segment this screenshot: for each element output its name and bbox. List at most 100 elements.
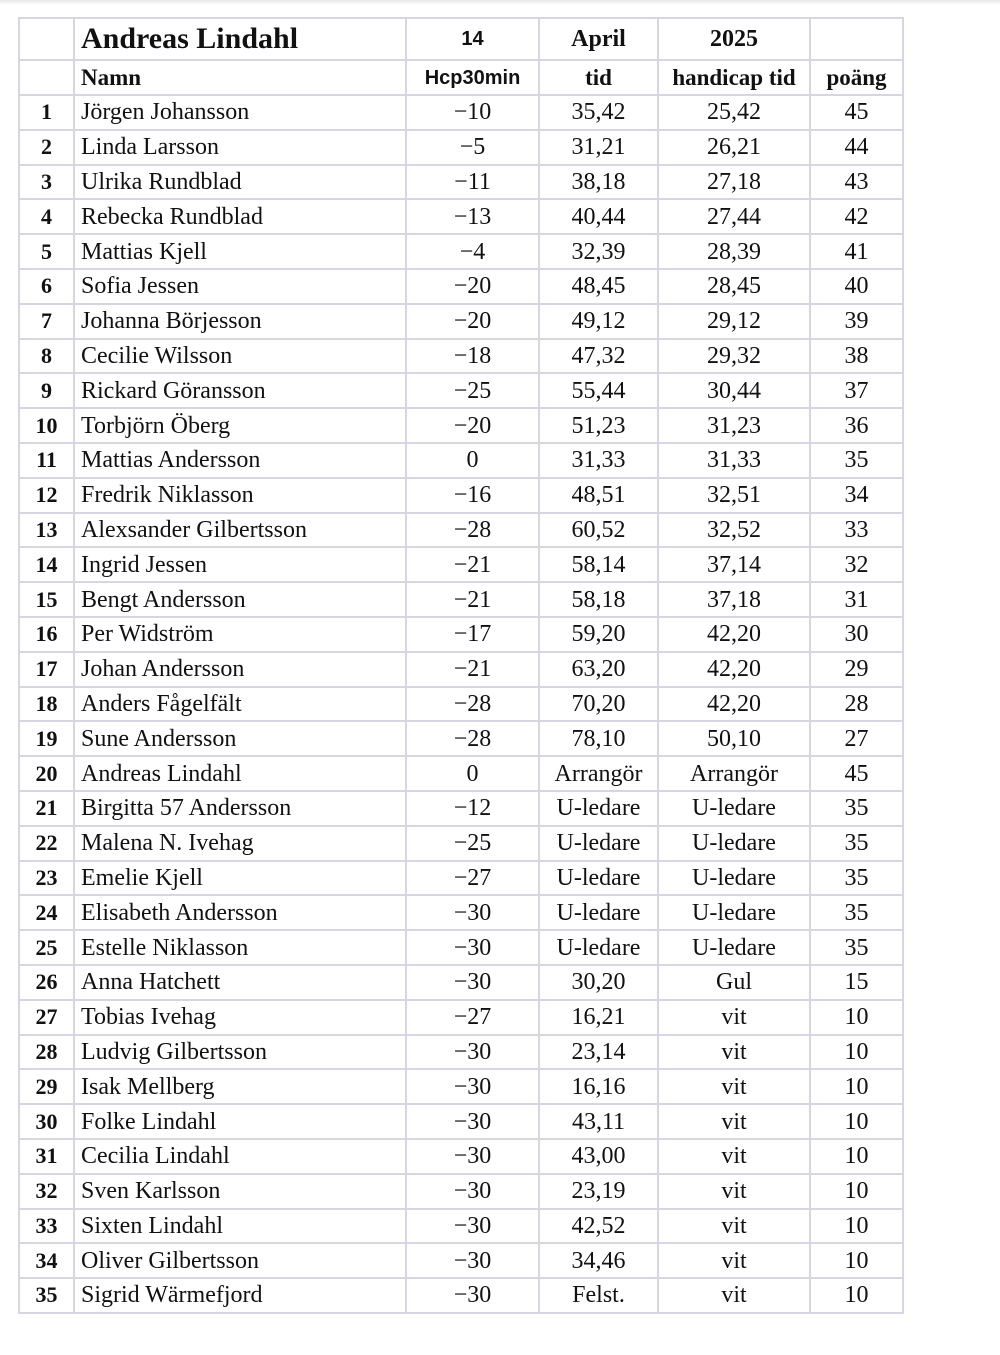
cell-rank: 1 bbox=[18, 94, 75, 131]
cell-name: Sigrid Wärmefjord bbox=[73, 1277, 407, 1314]
column-header-handicap-time: handicap tid bbox=[657, 59, 811, 96]
cell-rank: 15 bbox=[18, 581, 75, 618]
cell-hcp: −30 bbox=[405, 1172, 540, 1210]
cell-hcp: −27 bbox=[405, 998, 540, 1036]
cell-name: Anna Hatchett bbox=[73, 963, 407, 1001]
table-row: 4 Rebecka Rundblad −13 40,44 27,44 42 bbox=[18, 198, 904, 236]
cell-points: 10 bbox=[809, 1033, 904, 1071]
cell-handicap-time: 42,20 bbox=[657, 685, 811, 723]
table-row: 11 Mattias Andersson 0 31,33 31,33 35 bbox=[18, 441, 904, 479]
cell-handicap-time: vit bbox=[657, 1242, 811, 1280]
cell-time: 51,23 bbox=[538, 407, 659, 444]
cell-name: Linda Larsson bbox=[73, 128, 407, 166]
cell-handicap-time: 42,20 bbox=[657, 615, 811, 653]
cell-points: 31 bbox=[809, 581, 904, 618]
cell-handicap-time: 28,39 bbox=[657, 233, 811, 270]
cell-hcp: −12 bbox=[405, 789, 540, 827]
cell-time: 48,45 bbox=[538, 267, 659, 305]
cell-rank: 17 bbox=[18, 650, 75, 688]
cell-time: 70,20 bbox=[538, 685, 659, 723]
cell-handicap-time: vit bbox=[657, 998, 811, 1036]
cell-handicap-time: 29,32 bbox=[657, 337, 811, 375]
cell-rank: 30 bbox=[18, 1103, 75, 1140]
table-row: 21 Birgitta 57 Andersson −12 U-ledare U-leda… bbox=[18, 789, 904, 827]
cell-time: U-ledare bbox=[538, 824, 659, 862]
cell-rank: 22 bbox=[18, 824, 75, 862]
cell-points: 10 bbox=[809, 1137, 904, 1175]
cell-name: Per Widström bbox=[73, 615, 407, 653]
cell-handicap-time: vit bbox=[657, 1172, 811, 1210]
cell-rank: 16 bbox=[18, 615, 75, 653]
cell-handicap-time: 42,20 bbox=[657, 650, 811, 688]
cell-rank: 6 bbox=[18, 267, 75, 305]
cell-hcp: −30 bbox=[405, 1103, 540, 1140]
cell-name: Mattias Kjell bbox=[73, 233, 407, 270]
cell-hcp: −5 bbox=[405, 128, 540, 166]
cell-name: Folke Lindahl bbox=[73, 1103, 407, 1140]
cell-name: Andreas Lindahl bbox=[73, 755, 407, 792]
cell-time: 34,46 bbox=[538, 1242, 659, 1280]
header-row-title: Andreas Lindahl 14 April 2025 bbox=[18, 17, 904, 61]
cell-hcp: −18 bbox=[405, 337, 540, 375]
cell-time: 23,19 bbox=[538, 1172, 659, 1210]
cell-rank: 28 bbox=[18, 1033, 75, 1071]
cell-time: Arrangör bbox=[538, 755, 659, 792]
cell-time: 55,44 bbox=[538, 372, 659, 410]
cell-hcp: −30 bbox=[405, 1068, 540, 1106]
table-row: 5 Mattias Kjell −4 32,39 28,39 41 bbox=[18, 233, 904, 270]
cell-time: 38,18 bbox=[538, 163, 659, 201]
cell-rank: 27 bbox=[18, 998, 75, 1036]
cell-handicap-time: 32,51 bbox=[657, 476, 811, 514]
cell-rank: 31 bbox=[18, 1137, 75, 1175]
date-month: April bbox=[538, 17, 659, 61]
table-row: 1 Jörgen Johansson −10 35,42 25,42 45 bbox=[18, 94, 904, 131]
empty-cell bbox=[18, 59, 75, 96]
cell-points: 27 bbox=[809, 720, 904, 758]
cell-points: 32 bbox=[809, 546, 904, 584]
cell-name: Ulrika Rundblad bbox=[73, 163, 407, 201]
cell-name: Ingrid Jessen bbox=[73, 546, 407, 584]
cell-handicap-time: 37,18 bbox=[657, 581, 811, 618]
header-row-columns: Namn Hcp30min tid handicap tid poäng bbox=[18, 59, 904, 96]
cell-handicap-time: Gul bbox=[657, 963, 811, 1001]
cell-rank: 26 bbox=[18, 963, 75, 1001]
cell-handicap-time: 27,18 bbox=[657, 163, 811, 201]
column-header-points: poäng bbox=[809, 59, 904, 96]
cell-rank: 24 bbox=[18, 894, 75, 932]
table-row: 25 Estelle Niklasson −30 U-ledare U-ledare 35 bbox=[18, 929, 904, 966]
cell-handicap-time: vit bbox=[657, 1033, 811, 1071]
cell-handicap-time: U-ledare bbox=[657, 824, 811, 862]
cell-points: 45 bbox=[809, 94, 904, 131]
table-row: 33 Sixten Lindahl −30 42,52 vit 10 bbox=[18, 1207, 904, 1245]
cell-hcp: −30 bbox=[405, 963, 540, 1001]
cell-time: Felst. bbox=[538, 1277, 659, 1314]
table-row: 24 Elisabeth Andersson −30 U-ledare U-ledare… bbox=[18, 894, 904, 932]
cell-name: Sune Andersson bbox=[73, 720, 407, 758]
cell-rank: 21 bbox=[18, 789, 75, 827]
cell-points: 42 bbox=[809, 198, 904, 236]
cell-hcp: −16 bbox=[405, 476, 540, 514]
cell-hcp: −20 bbox=[405, 302, 540, 340]
cell-hcp: −21 bbox=[405, 546, 540, 584]
cell-rank: 18 bbox=[18, 685, 75, 723]
cell-handicap-time: 27,44 bbox=[657, 198, 811, 236]
cell-rank: 29 bbox=[18, 1068, 75, 1106]
cell-handicap-time: 37,14 bbox=[657, 546, 811, 584]
cell-name: Mattias Andersson bbox=[73, 441, 407, 479]
cell-handicap-time: 29,12 bbox=[657, 302, 811, 340]
table-row: 7 Johanna Börjesson −20 49,12 29,12 39 bbox=[18, 302, 904, 340]
cell-time: 60,52 bbox=[538, 511, 659, 549]
table-row: 17 Johan Andersson −21 63,20 42,20 29 bbox=[18, 650, 904, 688]
cell-name: Cecilia Lindahl bbox=[73, 1137, 407, 1175]
cell-hcp: −28 bbox=[405, 720, 540, 758]
cell-rank: 34 bbox=[18, 1242, 75, 1280]
cell-points: 10 bbox=[809, 1103, 904, 1140]
column-header-hcp: Hcp30min bbox=[405, 59, 540, 96]
column-header-name: Namn bbox=[73, 59, 407, 96]
cell-name: Jörgen Johansson bbox=[73, 94, 407, 131]
cell-points: 10 bbox=[809, 1172, 904, 1210]
cell-points: 10 bbox=[809, 1207, 904, 1245]
cell-rank: 10 bbox=[18, 407, 75, 444]
cell-rank: 2 bbox=[18, 128, 75, 166]
cell-points: 37 bbox=[809, 372, 904, 410]
